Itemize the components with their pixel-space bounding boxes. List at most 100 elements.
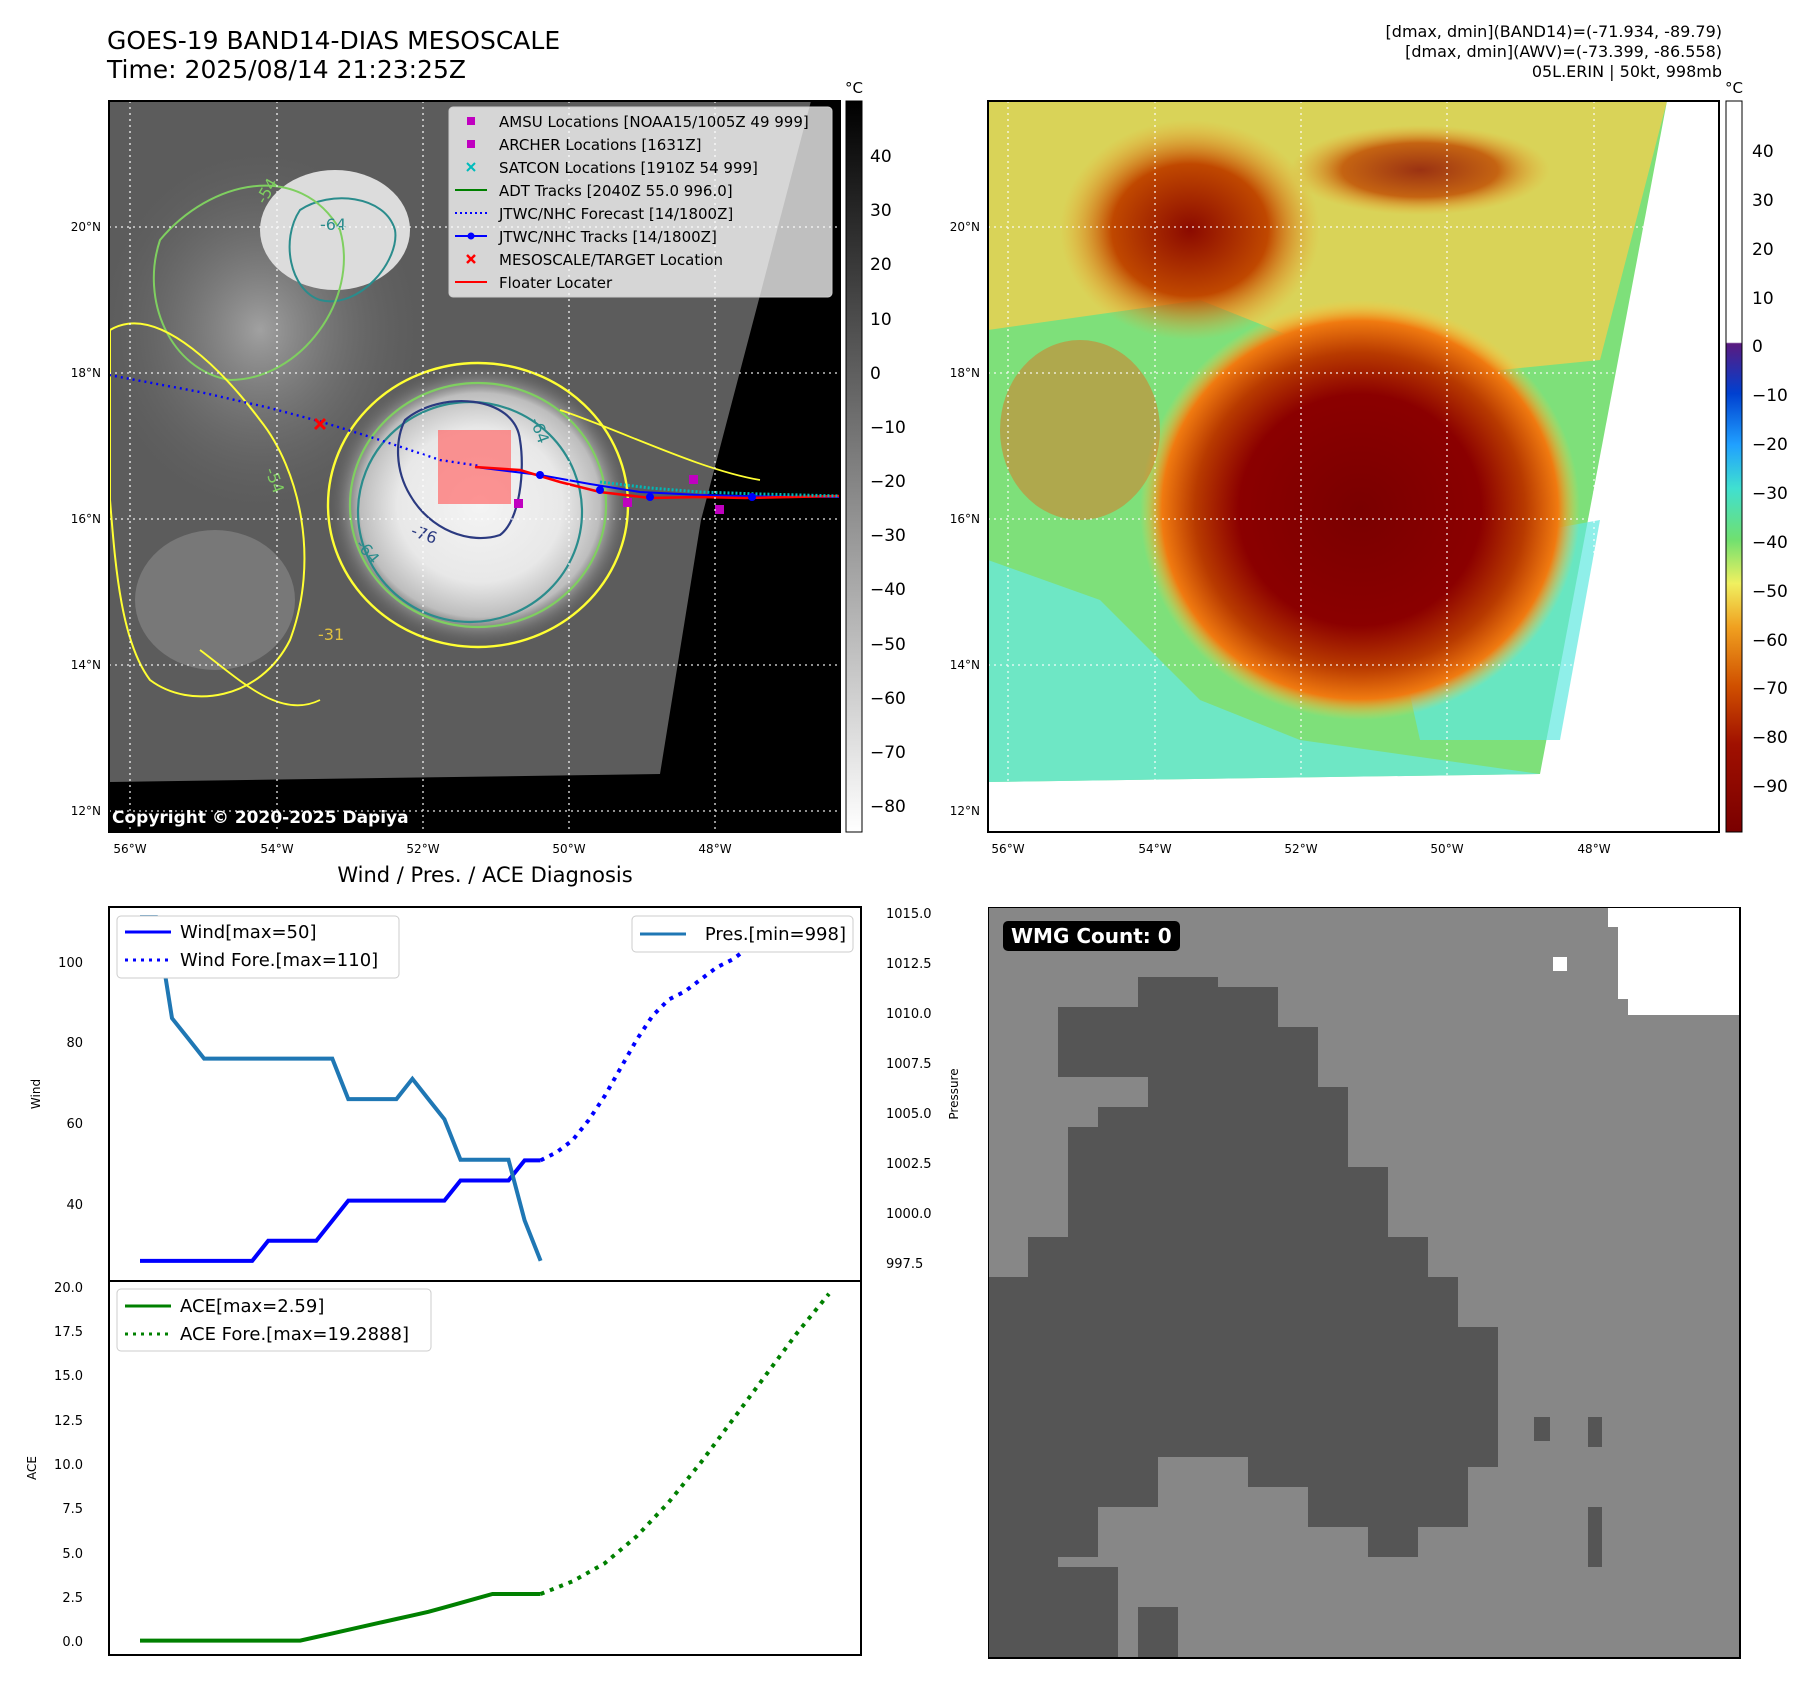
- svg-text:−90: −90: [1752, 777, 1788, 797]
- info-band14-range: [dmax, dmin](BAND14)=(-71.934, -89.79): [1385, 22, 1722, 41]
- contour-green-54: [348, 381, 608, 629]
- right-map-lat-ticks: 20°N 18°N 16°N 14°N 12°N: [950, 220, 980, 818]
- jtwc-point: [748, 493, 756, 501]
- svg-text:17.5: 17.5: [54, 1325, 83, 1340]
- mesoscale-target-box: [438, 430, 511, 504]
- svg-text:30: 30: [1752, 191, 1774, 211]
- enhanced-ir-map: [988, 101, 1719, 832]
- svg-text:−20: −20: [1752, 435, 1788, 455]
- left-map-lat-ticks: 20°N 18°N 16°N 14°N 12°N: [71, 220, 101, 818]
- svg-text:−50: −50: [870, 635, 906, 655]
- mesoscale-target-marker: [313, 417, 327, 431]
- svg-text:80: 80: [66, 1036, 83, 1051]
- legend-wind: Wind[max=50]: [180, 922, 317, 943]
- pressure-legend: Pres.[min=998]: [631, 915, 854, 953]
- left-colorbar: °C 40 30 20 10 0 −10 −20 −30 −40 −50 −60…: [845, 79, 906, 833]
- svg-text:1012.5: 1012.5: [886, 957, 932, 972]
- svg-text:10: 10: [1752, 289, 1774, 309]
- colorbar-ticks: 40 30 20 10 0 −10 −20 −30 −40 −50 −60 −7…: [870, 147, 906, 817]
- contour-navy-76: [397, 400, 523, 540]
- svg-text:−10: −10: [1752, 386, 1788, 406]
- svg-text:−30: −30: [870, 526, 906, 546]
- info-storm: 05L.ERIN | 50kt, 998mb: [1531, 62, 1722, 81]
- svg-text:−60: −60: [870, 689, 906, 709]
- cold-cloud-core: [1140, 300, 1580, 720]
- svg-text:1002.5: 1002.5: [886, 1157, 932, 1172]
- jtwc-point: [536, 471, 544, 479]
- ace-axis-label: ACE: [25, 1456, 39, 1480]
- lon-tick-label: 52°W: [406, 842, 439, 856]
- ir-map-panel: -54 -64 -54 -64 -76 -31 -64 AMSU Locatio…: [71, 79, 1788, 856]
- legend-jtwc-forecast: JTWC/NHC Forecast [14/1800Z]: [498, 205, 733, 223]
- svg-text:1000.0: 1000.0: [886, 1207, 932, 1222]
- series-layer: [140, 915, 831, 1643]
- contour-teal-north: [288, 197, 397, 303]
- svg-text:14°N: 14°N: [950, 658, 980, 672]
- lat-tick-label: 16°N: [71, 512, 101, 526]
- svg-text:−80: −80: [870, 797, 906, 817]
- svg-text:50°W: 50°W: [1430, 842, 1463, 856]
- cold-cloud-north: [1060, 120, 1320, 340]
- figure-time: Time: 2025/08/14 21:23:25Z: [107, 55, 466, 84]
- svg-text:12°N: 12°N: [950, 804, 980, 818]
- svg-text:60: 60: [66, 1117, 83, 1132]
- pressure-series-0: [140, 915, 543, 1262]
- left-map-lon-ticks: 56°W 54°W 52°W 50°W 48°W: [113, 842, 731, 856]
- ace-series-0: [140, 1592, 541, 1643]
- right-colorbar: °C 40 30 20 10 0 −10 −20 −30 −40 −50 −60…: [1725, 79, 1788, 833]
- legend-satcon: SATCON Locations [1910Z 54 999]: [499, 159, 758, 177]
- svg-text:−70: −70: [870, 743, 906, 763]
- svg-text:1010.0: 1010.0: [886, 1007, 932, 1022]
- svg-text:0: 0: [870, 364, 881, 384]
- satcon-track: [599, 480, 840, 498]
- jtwc-point: [646, 493, 654, 501]
- svg-text:1005.0: 1005.0: [886, 1107, 932, 1122]
- legend-ace: ACE[max=2.59]: [180, 1296, 324, 1317]
- legend-jtwc-tracks: JTWC/NHC Tracks [14/1800Z]: [498, 228, 717, 246]
- legend-archer: ARCHER Locations [1631Z]: [499, 136, 702, 154]
- legend-floater: Floater Locater: [499, 274, 613, 292]
- legend-ace-fore: ACE Fore.[max=19.2888]: [180, 1324, 409, 1345]
- figure-title: GOES-19 BAND14-DIAS MESOSCALE: [107, 26, 561, 55]
- legend-mesoscale-target: MESOSCALE/TARGET Location: [499, 251, 723, 269]
- svg-text:20.0: 20.0: [54, 1281, 83, 1296]
- lat-tick-label: 14°N: [71, 658, 101, 672]
- wind-legend: Wind[max=50] Wind Fore.[max=110]: [116, 915, 400, 979]
- svg-text:12.5: 12.5: [54, 1414, 83, 1429]
- svg-text:1015.0: 1015.0: [886, 907, 932, 922]
- wmg-dark-region: [988, 987, 1498, 1658]
- cloud-patch-north: [260, 170, 410, 290]
- map-legend: AMSU Locations [NOAA15/1005Z 49 999] ARC…: [448, 106, 833, 298]
- svg-text:997.5: 997.5: [886, 1257, 923, 1272]
- central-dense-overcast: [330, 365, 630, 645]
- colorbar-unit: °C: [845, 79, 863, 97]
- svg-text:15.0: 15.0: [54, 1369, 83, 1384]
- svg-text:16°N: 16°N: [950, 512, 980, 526]
- wmg-count-badge: WMG Count: 0: [1003, 921, 1180, 951]
- svg-text:1007.5: 1007.5: [886, 1057, 932, 1072]
- svg-text:40: 40: [870, 147, 892, 167]
- svg-text:−80: −80: [1752, 728, 1788, 748]
- svg-text:−70: −70: [1752, 679, 1788, 699]
- lon-tick-label: 56°W: [113, 842, 146, 856]
- legend-amsu: AMSU Locations [NOAA15/1005Z 49 999]: [499, 113, 809, 131]
- svg-text:20: 20: [1752, 240, 1774, 260]
- svg-text:40: 40: [1752, 142, 1774, 162]
- svg-text:20°N: 20°N: [950, 220, 980, 234]
- svg-text:−40: −40: [870, 580, 906, 600]
- ace-series-1: [539, 1292, 831, 1596]
- wind-tick-labels: 100 80 60 40: [58, 956, 83, 1213]
- lon-tick-label: 48°W: [698, 842, 731, 856]
- copyright-label: Copyright © 2020-2025 Dapiya: [112, 808, 409, 828]
- svg-text:52°W: 52°W: [1284, 842, 1317, 856]
- svg-text:20: 20: [870, 255, 892, 275]
- svg-text:0: 0: [1752, 337, 1763, 357]
- ace-legend: ACE[max=2.59] ACE Fore.[max=19.2888]: [116, 1288, 432, 1352]
- diagnosis-title: Wind / Pres. / ACE Diagnosis: [337, 863, 633, 887]
- lat-tick-label: 12°N: [71, 804, 101, 818]
- legend-adt: ADT Tracks [2040Z 55.0 996.0]: [499, 182, 733, 200]
- svg-text:56°W: 56°W: [991, 842, 1024, 856]
- svg-text:54°W: 54°W: [1138, 842, 1171, 856]
- svg-text:0.0: 0.0: [62, 1635, 83, 1650]
- lon-tick-label: 54°W: [260, 842, 293, 856]
